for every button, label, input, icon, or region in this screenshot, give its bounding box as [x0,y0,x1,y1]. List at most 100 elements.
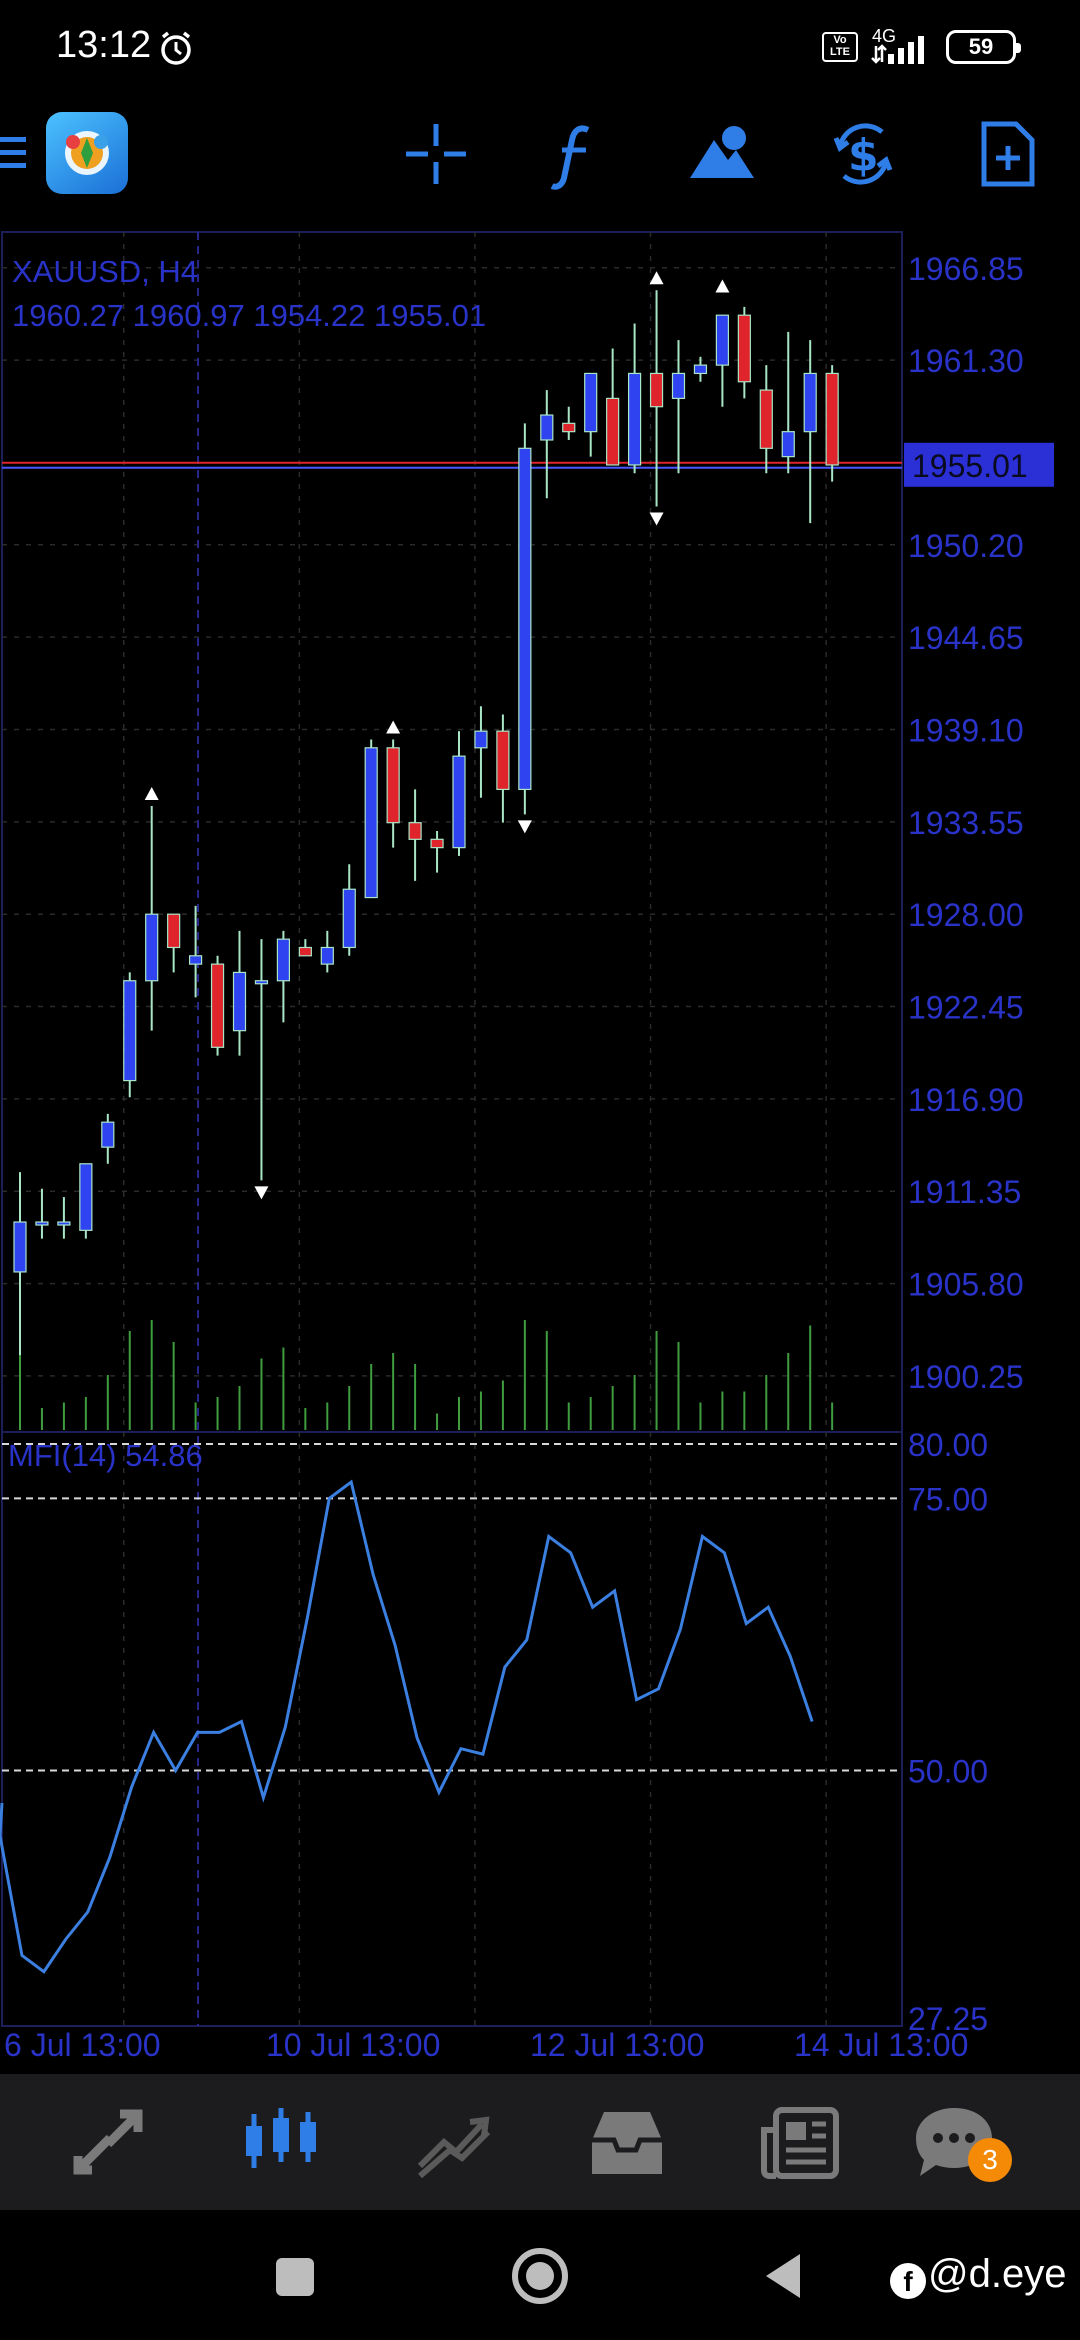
price-axis-label: 1922.45 [908,990,1024,1026]
candle-body [342,888,356,949]
candle-body [189,955,203,965]
menu-icon[interactable] [0,133,28,173]
candle-body [232,971,247,1032]
signal-icon [871,36,924,64]
candle-body [386,747,400,824]
candle-body [781,431,795,458]
candle-body [210,963,225,1048]
crosshair-icon[interactable] [398,116,474,192]
candle-body [825,372,839,466]
candle-body [649,372,664,408]
candle-body [452,755,466,849]
candle-body [145,913,159,982]
battery-icon: 59 [946,30,1021,64]
messages-badge: 3 [968,2138,1012,2182]
recents-button[interactable] [274,2256,316,2298]
alarm-icon [161,31,191,65]
candle-body [79,1163,93,1231]
price-axis-label: 1939.10 [908,713,1024,749]
candle-body [693,364,708,375]
candle-body [254,980,269,985]
volte-icon: Vo LTE [822,32,858,62]
candle-body [298,946,312,957]
fractal-down-arrow [254,1186,269,1200]
trade-icon[interactable]: $ [826,116,902,192]
current-price-tag [904,442,1054,487]
price-axis-label: 1966.85 [908,251,1024,287]
battery-level: 59 [968,34,994,59]
new-order-icon[interactable] [970,116,1046,192]
quotes-icon[interactable] [64,2100,154,2184]
time-axis-label: 6 Jul 13:00 [4,2027,161,2058]
candle-body [101,1121,115,1148]
indicators-icon[interactable] [540,116,616,192]
charts-icon[interactable] [236,2100,326,2184]
candle-body [737,314,751,383]
candle-body [715,314,730,366]
price-chart[interactable]: 1966.85 1961.30 1950.20 1944.65 1939.10 1933.… [0,228,1080,2058]
candle-body [803,372,817,433]
fractal-up-arrow [649,271,664,285]
candle-body [123,980,137,1082]
price-axis-label: 1916.90 [908,1082,1024,1118]
trade-icon[interactable] [410,2100,500,2184]
candle-body [430,838,444,849]
status-time: 13:12 [56,24,152,66]
home-button[interactable] [510,2246,570,2306]
mfi-label: MFI(14) 54.86 [8,1438,203,1473]
mfi-axis-label: 50.00 [908,1753,988,1789]
price-axis-label: 1900.25 [908,1359,1024,1395]
candle-body [584,372,598,433]
time-axis-label: 14 Jul 13:00 [794,2027,968,2058]
fractal-up-arrow [144,787,159,801]
fractal-down-arrow [517,820,532,834]
price-axis-label: 1944.65 [908,620,1024,656]
candle-body [540,414,554,441]
mfi-axis-label: 75.00 [908,1481,988,1517]
candle-body [35,1221,49,1226]
candle-body [57,1221,71,1226]
watermark-text: @d.eye [928,2252,1067,2296]
fractal-up-arrow [386,720,401,734]
back-button[interactable] [762,2252,804,2300]
svg-text:$: $ [848,130,879,181]
candle-body [759,389,773,449]
candle-body [518,447,532,791]
price-axis-label: 1950.20 [908,528,1024,564]
app-logo[interactable] [46,112,128,194]
price-axis-label: 1905.80 [908,1267,1024,1303]
price-axis-label: 1961.30 [908,343,1024,379]
candle-body [627,372,642,466]
network-type: 4G [872,26,897,46]
candle-body [408,822,422,840]
price-axis-label: 1933.55 [908,805,1024,841]
chart-header: XAUUSD, H4 1960.27 1960.97 1954.22 1955.… [12,250,486,338]
candle-body [13,1221,27,1273]
candle-body [496,730,510,791]
fractal-down-arrow [649,512,664,526]
mfi-line [0,1479,814,1974]
candle-body [320,946,334,965]
time-axis-label: 12 Jul 13:00 [530,2027,704,2058]
symbol-label: XAUUSD, H4 [12,254,199,289]
candle-body [671,372,686,399]
candle-body [474,730,488,749]
candle-body [364,747,378,899]
price-axis-label: 1911.35 [908,1174,1021,1210]
bottom-nav [0,2074,1080,2210]
news-icon[interactable] [756,2100,846,2184]
candle-body [606,397,620,466]
candle-body [276,938,290,982]
current-price-text: 1955.01 [912,448,1028,484]
chart-frame [1,231,903,2027]
objects-icon[interactable] [684,116,760,192]
watermark: f @d.eye [890,2252,1066,2299]
mfi-axis-label: 80.00 [908,1427,988,1463]
mfi-axis-label: 27.25 [908,2001,988,2037]
ohlc-label: 1960.27 1960.97 1954.22 1955.01 [12,298,487,333]
candle-body [167,913,181,949]
history-icon[interactable] [582,2100,672,2184]
candle-body [562,422,576,433]
chart-area[interactable]: 1966.85 1961.30 1950.20 1944.65 1939.10 1933.… [0,228,1080,2058]
time-axis-label: 10 Jul 13:00 [266,2027,440,2058]
